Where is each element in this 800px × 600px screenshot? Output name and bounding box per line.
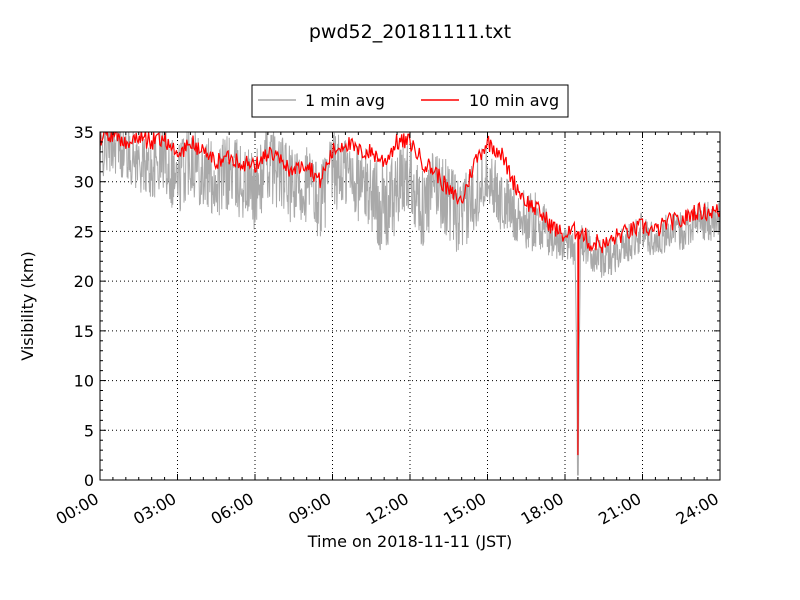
y-axis-label: Visibility (km) [18,251,37,360]
legend: 1 min avg 10 min avg [251,84,569,118]
y-tick-label: 35 [74,123,94,142]
series-group [100,132,720,476]
legend-box [251,84,569,118]
x-tick-label: 03:00 [130,489,179,529]
x-tick-label: 09:00 [285,489,334,529]
y-tick-label: 10 [74,372,94,391]
legend-label-1min: 1 min avg [305,91,385,110]
x-tick-label: 18:00 [518,489,567,529]
y-tick-label: 5 [84,421,94,440]
x-tick-label: 00:00 [53,489,102,529]
series-10min-line [100,132,720,456]
legend-label-10min: 10 min avg [469,91,559,110]
x-tick-label: 21:00 [595,489,644,529]
y-tick-label: 30 [74,173,94,192]
x-axis-label: Time on 2018-11-11 (JST) [307,532,512,551]
y-tick-label: 15 [74,322,94,341]
x-tick-label: 06:00 [208,489,257,529]
series-1min-line [100,132,720,476]
x-tick-label: 12:00 [363,489,412,529]
y-tick-label: 25 [74,222,94,241]
x-tick-label: 15:00 [440,489,489,529]
x-tick-label: 24:00 [673,489,722,529]
y-tick-label: 20 [74,272,94,291]
y-tick-label: 0 [84,471,94,490]
plot-area [100,132,720,476]
chart-title: pwd52_20181111.txt [309,21,511,43]
